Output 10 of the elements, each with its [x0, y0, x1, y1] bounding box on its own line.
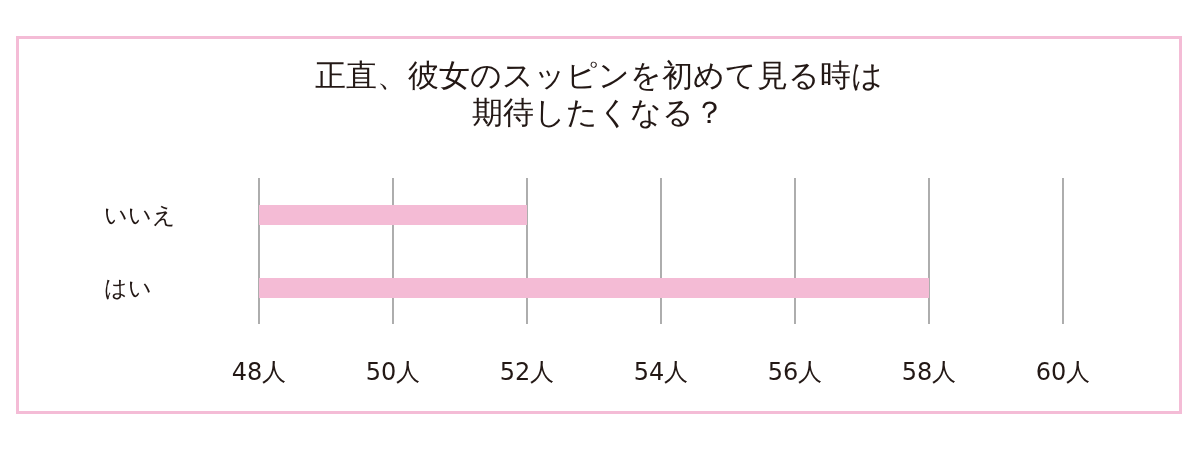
x-tick-label: 52人	[499, 358, 555, 386]
x-tick-label: 50人	[365, 358, 421, 386]
x-tick-label: 48人	[231, 358, 287, 386]
x-tick-label: 60人	[1035, 358, 1091, 386]
x-tick-label: 56人	[767, 358, 823, 386]
x-tick-label: 58人	[901, 358, 957, 386]
x-tick-label: 54人	[633, 358, 689, 386]
chart-title: 正直、彼女のスッピンを初めて見る時は期待したくなる？	[314, 57, 884, 131]
y-tick-label: いいえ	[104, 201, 176, 228]
y-tick-label: はい	[104, 274, 152, 301]
